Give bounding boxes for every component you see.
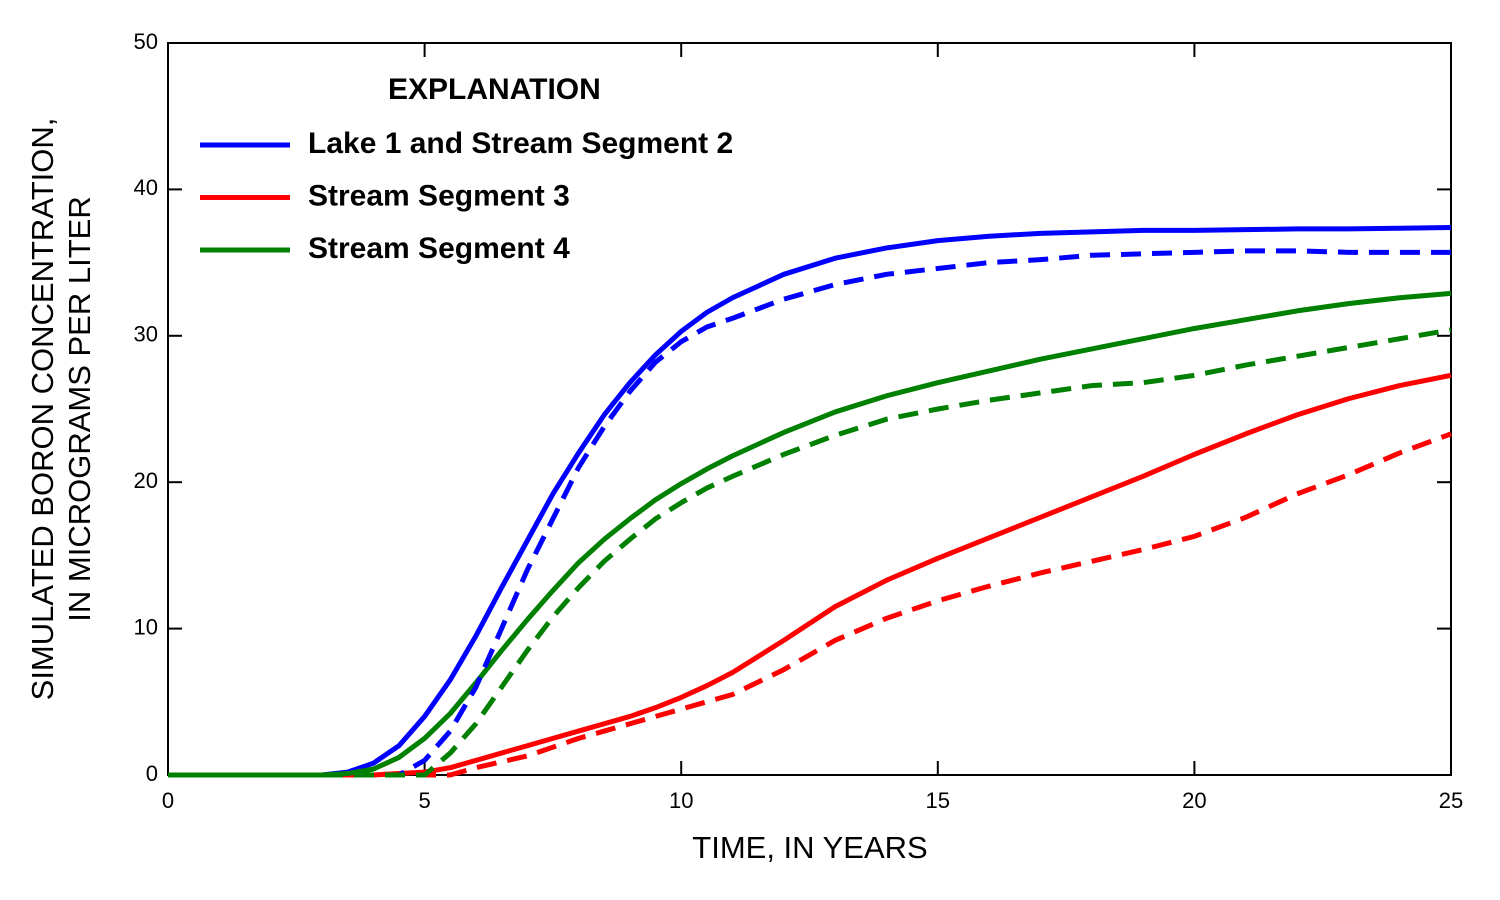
data-line — [168, 290, 1452, 778]
x-axis-label: TIME, IN YEARS — [692, 830, 927, 865]
x-tick-label: 5 — [418, 788, 430, 813]
y-tick-label: 10 — [134, 614, 158, 639]
legend-label: Lake 1 and Stream Segment 2 — [308, 127, 733, 160]
legend-title: EXPLANATION — [388, 73, 601, 106]
plot-frame — [167, 42, 1452, 776]
y-tick-label: 50 — [134, 29, 158, 54]
legend-label: Stream Segment 4 — [308, 232, 570, 265]
data-line — [168, 431, 1452, 778]
y-tick-label: 0 — [146, 761, 158, 786]
y-tick-label: 20 — [134, 468, 158, 493]
y-tick-label: 40 — [134, 175, 158, 200]
y-axis-label: IN MICROGRAMS PER LITER — [62, 196, 97, 621]
x-tick-label: 15 — [926, 788, 950, 813]
data-line — [168, 372, 1452, 778]
data-line — [168, 327, 1452, 778]
x-tick-label: 25 — [1439, 788, 1463, 813]
data-line — [168, 224, 1452, 778]
x-tick-label: 0 — [162, 788, 174, 813]
x-tick-label: 10 — [669, 788, 693, 813]
x-tick-label: 20 — [1182, 788, 1206, 813]
legend-label: Stream Segment 3 — [308, 179, 570, 212]
y-tick-label: 30 — [134, 322, 158, 347]
y-axis-label: SIMULATED BORON CONCENTRATION, — [25, 118, 60, 701]
